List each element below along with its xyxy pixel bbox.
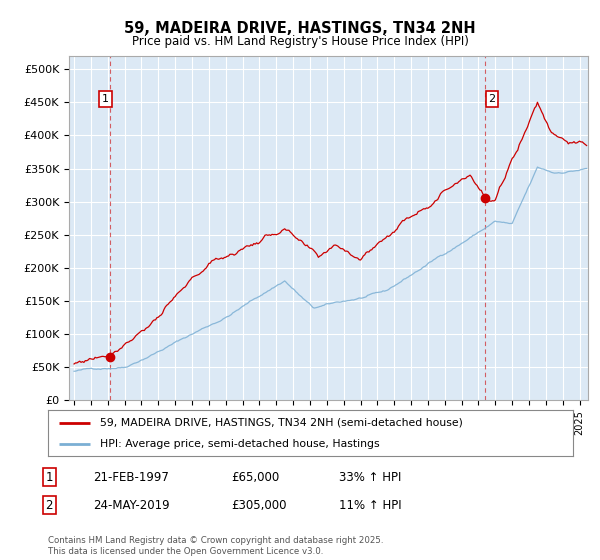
Text: £65,000: £65,000 — [231, 470, 279, 484]
Text: 2: 2 — [46, 498, 53, 512]
Text: 24-MAY-2019: 24-MAY-2019 — [93, 498, 170, 512]
Text: 59, MADEIRA DRIVE, HASTINGS, TN34 2NH (semi-detached house): 59, MADEIRA DRIVE, HASTINGS, TN34 2NH (s… — [101, 418, 463, 428]
Text: 33% ↑ HPI: 33% ↑ HPI — [339, 470, 401, 484]
Text: 11% ↑ HPI: 11% ↑ HPI — [339, 498, 401, 512]
Text: 21-FEB-1997: 21-FEB-1997 — [93, 470, 169, 484]
Text: £305,000: £305,000 — [231, 498, 287, 512]
Text: Price paid vs. HM Land Registry's House Price Index (HPI): Price paid vs. HM Land Registry's House … — [131, 35, 469, 48]
Text: 1: 1 — [46, 470, 53, 484]
Text: HPI: Average price, semi-detached house, Hastings: HPI: Average price, semi-detached house,… — [101, 439, 380, 449]
Text: 2: 2 — [488, 94, 496, 104]
Text: 1: 1 — [102, 94, 109, 104]
Text: 59, MADEIRA DRIVE, HASTINGS, TN34 2NH: 59, MADEIRA DRIVE, HASTINGS, TN34 2NH — [124, 21, 476, 36]
Text: Contains HM Land Registry data © Crown copyright and database right 2025.
This d: Contains HM Land Registry data © Crown c… — [48, 536, 383, 556]
